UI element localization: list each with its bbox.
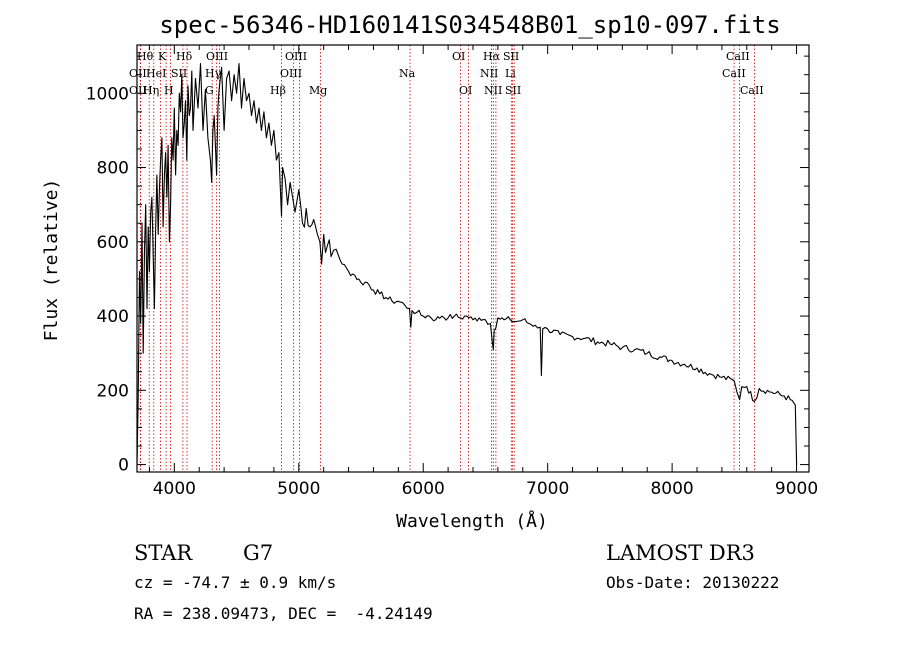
line-label: OI	[452, 50, 465, 63]
redshift-value: cz = -74.7 ± 0.9 km/s	[134, 573, 336, 592]
line-label: OIII	[206, 50, 228, 63]
y-tick-label: 200	[97, 381, 129, 401]
line-label: OIII	[280, 67, 302, 80]
line-label: K	[158, 50, 167, 63]
plot-frame	[136, 44, 810, 473]
y-tick-label: 800	[97, 159, 129, 179]
y-tick-label: 600	[97, 233, 129, 253]
line-label: Hβ	[270, 84, 286, 97]
spectrum-line	[136, 63, 798, 465]
line-label: G	[205, 84, 214, 97]
chart-title: spec-56346-HD160141S034548B01_sp10-097.f…	[159, 11, 780, 39]
line-label: OII	[129, 84, 147, 97]
line-label: NII	[480, 67, 498, 80]
line-label: SII	[505, 84, 521, 97]
line-label: CaII	[740, 84, 764, 97]
y-tick-label: 1000	[86, 84, 129, 104]
line-label: Mg	[309, 84, 327, 97]
line-label: Li	[505, 67, 516, 80]
object-class: STAR	[134, 541, 193, 565]
x-tick-label: 7000	[526, 479, 569, 499]
line-label: H	[164, 84, 174, 97]
line-label: Hγ	[205, 67, 222, 80]
line-label: Hη	[143, 84, 159, 97]
y-axis-label: Flux (relative)	[41, 179, 62, 342]
x-tick-label: 8000	[650, 479, 693, 499]
x-tick-label: 5000	[277, 479, 320, 499]
y-tick-label: 0	[118, 456, 129, 476]
line-label: OII	[129, 67, 147, 80]
x-tick-label: 9000	[775, 479, 818, 499]
line-label: Hδ	[176, 50, 193, 63]
line-label: SII	[503, 50, 519, 63]
line-label: Hθ	[137, 50, 154, 63]
line-label: OIII	[285, 50, 307, 63]
line-label: SII	[171, 67, 187, 80]
obs-date: Obs-Date: 20130222	[606, 573, 779, 592]
line-label: NII	[484, 84, 502, 97]
line-label-row-1: Hθ K Hδ OIII OIII OI Hα SII CaII	[137, 50, 750, 63]
line-label: CaII	[722, 67, 746, 80]
x-axis-label: Wavelength (Å)	[396, 510, 548, 532]
line-label: OI	[459, 84, 472, 97]
line-markers	[139, 45, 755, 472]
line-label: HeI	[146, 67, 166, 80]
coordinates: RA = 238.09473, DEC = -4.24149	[134, 604, 433, 623]
survey-name: LAMOST DR3	[606, 541, 755, 565]
line-label: CaII	[726, 50, 750, 63]
line-label: Na	[399, 67, 416, 80]
line-label-row-3: OII Hη H G Hβ Mg OI NII SII CaII	[129, 84, 764, 97]
object-subclass: G7	[243, 541, 273, 565]
axis-ticks: 4000 5000 6000 7000 8000 9000 0 200 400 600 800 100…	[86, 45, 818, 499]
line-label-row-2: OII HeI SII Hγ OIII Na NII Li CaII	[129, 67, 746, 80]
x-tick-label: 6000	[402, 479, 445, 499]
y-tick-label: 400	[97, 307, 129, 327]
line-label: Hα	[483, 50, 501, 63]
x-tick-label: 4000	[153, 479, 196, 499]
